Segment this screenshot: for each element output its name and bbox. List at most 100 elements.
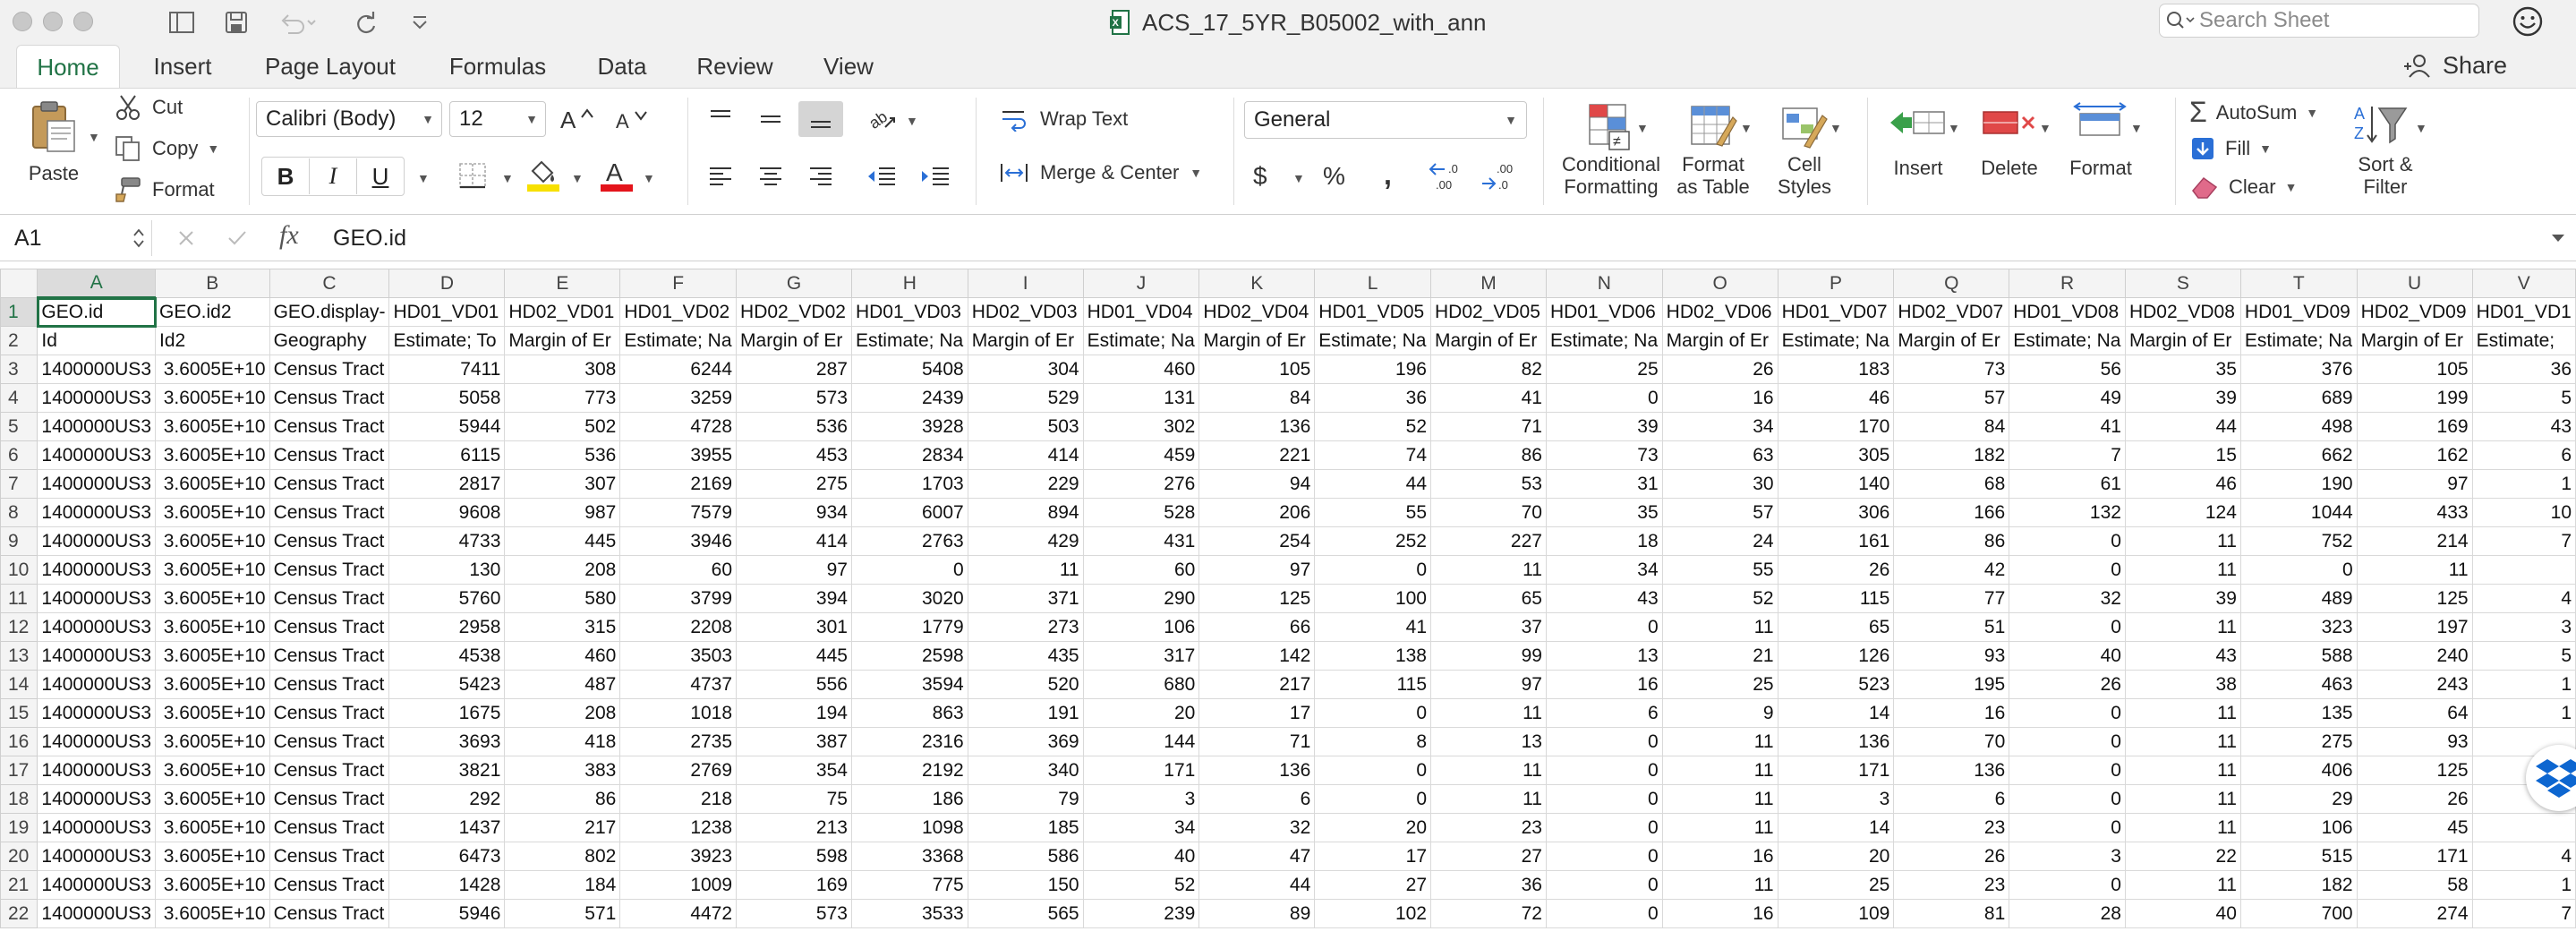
cell[interactable]: 3955	[619, 440, 738, 470]
cell[interactable]: Census Tract	[269, 842, 390, 871]
cell[interactable]: 3020	[850, 584, 968, 613]
cell[interactable]: 3594	[850, 670, 968, 699]
cell[interactable]: 29	[2239, 784, 2358, 814]
cell[interactable]: 27	[1314, 870, 1431, 900]
align-bottom-button[interactable]	[798, 101, 843, 137]
cell[interactable]: 52	[1661, 584, 1778, 613]
cell[interactable]: 520	[967, 670, 1084, 699]
cell[interactable]: 11	[1661, 813, 1778, 842]
cell[interactable]: 565	[967, 899, 1084, 928]
row-header[interactable]: 6	[0, 440, 38, 470]
cell[interactable]: 46	[2124, 469, 2241, 499]
cell[interactable]: 354	[736, 756, 852, 785]
feedback-smiley-icon[interactable]	[2512, 5, 2544, 38]
cell[interactable]: 323	[2239, 612, 2358, 642]
cell[interactable]: 0	[1545, 383, 1663, 413]
cell[interactable]: 1098	[850, 813, 968, 842]
cell[interactable]: 102	[1314, 899, 1431, 928]
cell[interactable]: 4472	[619, 899, 738, 928]
cell[interactable]: 57	[1661, 498, 1778, 527]
cell[interactable]: 182	[2239, 870, 2358, 900]
cell[interactable]: Census Tract	[269, 498, 390, 527]
column-header-j[interactable]: J	[1082, 269, 1200, 298]
cell[interactable]: 86	[1893, 526, 2010, 556]
column-header-d[interactable]: D	[388, 269, 506, 298]
cell[interactable]: 40	[2009, 641, 2126, 671]
cell[interactable]: 41	[1430, 383, 1547, 413]
cell[interactable]: 214	[2356, 526, 2473, 556]
cell[interactable]: HD01_VD1	[2471, 297, 2576, 327]
cell[interactable]: 136	[1777, 727, 1895, 756]
column-header-m[interactable]: M	[1430, 269, 1547, 298]
cell[interactable]: GEO.display-	[269, 297, 390, 327]
row-header[interactable]: 7	[0, 469, 38, 499]
cell[interactable]: 529	[967, 383, 1084, 413]
cell[interactable]: Estimate; Na	[850, 326, 968, 355]
cell[interactable]: 292	[388, 784, 506, 814]
cell[interactable]: 191	[967, 698, 1084, 728]
cell[interactable]: 71	[1430, 412, 1547, 441]
name-box[interactable]: A1	[0, 220, 152, 256]
cell[interactable]: 115	[1314, 670, 1431, 699]
cell[interactable]: 5944	[388, 412, 506, 441]
cell[interactable]: 16	[1661, 383, 1778, 413]
cell[interactable]: 5058	[388, 383, 506, 413]
align-right-button[interactable]	[798, 158, 843, 194]
cell[interactable]: 5423	[388, 670, 506, 699]
comma-style-button[interactable]: ,	[1384, 158, 1392, 191]
format-as-table-button[interactable]: Format as Table	[1670, 99, 1756, 198]
cell[interactable]: 68	[1893, 469, 2010, 499]
cell[interactable]: 0	[2009, 698, 2126, 728]
cell[interactable]: GEO.id2	[155, 297, 270, 327]
cell[interactable]: 84	[1198, 383, 1316, 413]
cell[interactable]: Census Tract	[269, 355, 390, 384]
cell[interactable]: HD02_VD06	[1661, 297, 1778, 327]
cell[interactable]: 5760	[388, 584, 506, 613]
cell[interactable]: 0	[1545, 870, 1663, 900]
cell[interactable]: HD01_VD06	[1545, 297, 1663, 327]
cell[interactable]: 6	[1545, 698, 1663, 728]
cell[interactable]	[2471, 555, 2576, 585]
cell[interactable]: 489	[2239, 584, 2358, 613]
cell[interactable]: 863	[850, 698, 968, 728]
cell[interactable]: 16	[1545, 670, 1663, 699]
cell[interactable]: 6	[2471, 440, 2576, 470]
cell[interactable]: HD02_VD05	[1430, 297, 1547, 327]
cell[interactable]: 206	[1198, 498, 1316, 527]
tab-data[interactable]: Data	[597, 52, 647, 80]
cell[interactable]: 183	[1777, 355, 1895, 384]
cell[interactable]: 431	[1082, 526, 1200, 556]
cell[interactable]: 3.6005E+10	[155, 813, 270, 842]
cell[interactable]: 340	[967, 756, 1084, 785]
cell[interactable]: 13	[1430, 727, 1547, 756]
cell[interactable]: 11	[1430, 698, 1547, 728]
cell[interactable]: 0	[850, 555, 968, 585]
copy-button[interactable]: Copy ▼	[113, 135, 219, 162]
cell[interactable]: 217	[504, 813, 621, 842]
cell[interactable]: 1400000US3	[37, 469, 156, 499]
cell[interactable]: 136	[1893, 756, 2010, 785]
cell[interactable]: HD02_VD01	[504, 297, 621, 327]
cell[interactable]: 185	[967, 813, 1084, 842]
cell[interactable]: 463	[2239, 670, 2358, 699]
dropbox-badge[interactable]	[2526, 745, 2576, 811]
format-dropdown-icon[interactable]: ▼	[2130, 121, 2143, 135]
column-header-h[interactable]: H	[850, 269, 968, 298]
cell[interactable]: 31	[1545, 469, 1663, 499]
cell[interactable]: 47	[1198, 842, 1316, 871]
cell[interactable]: 13	[1545, 641, 1663, 671]
cell[interactable]: 307	[504, 469, 621, 499]
cell[interactable]: 132	[2009, 498, 2126, 527]
paste-dropdown-icon[interactable]: ▼	[88, 130, 100, 144]
cell[interactable]: 598	[736, 842, 852, 871]
tab-view[interactable]: View	[823, 52, 874, 80]
cell[interactable]: 11	[2124, 784, 2241, 814]
cell[interactable]: 6244	[619, 355, 738, 384]
cell[interactable]: 0	[2009, 526, 2126, 556]
cell[interactable]: 252	[1314, 526, 1431, 556]
cell[interactable]: 20	[1082, 698, 1200, 728]
cell[interactable]: 169	[736, 870, 852, 900]
cell[interactable]: 6	[1198, 784, 1316, 814]
cell[interactable]: 49	[2009, 383, 2126, 413]
cell[interactable]: 894	[967, 498, 1084, 527]
